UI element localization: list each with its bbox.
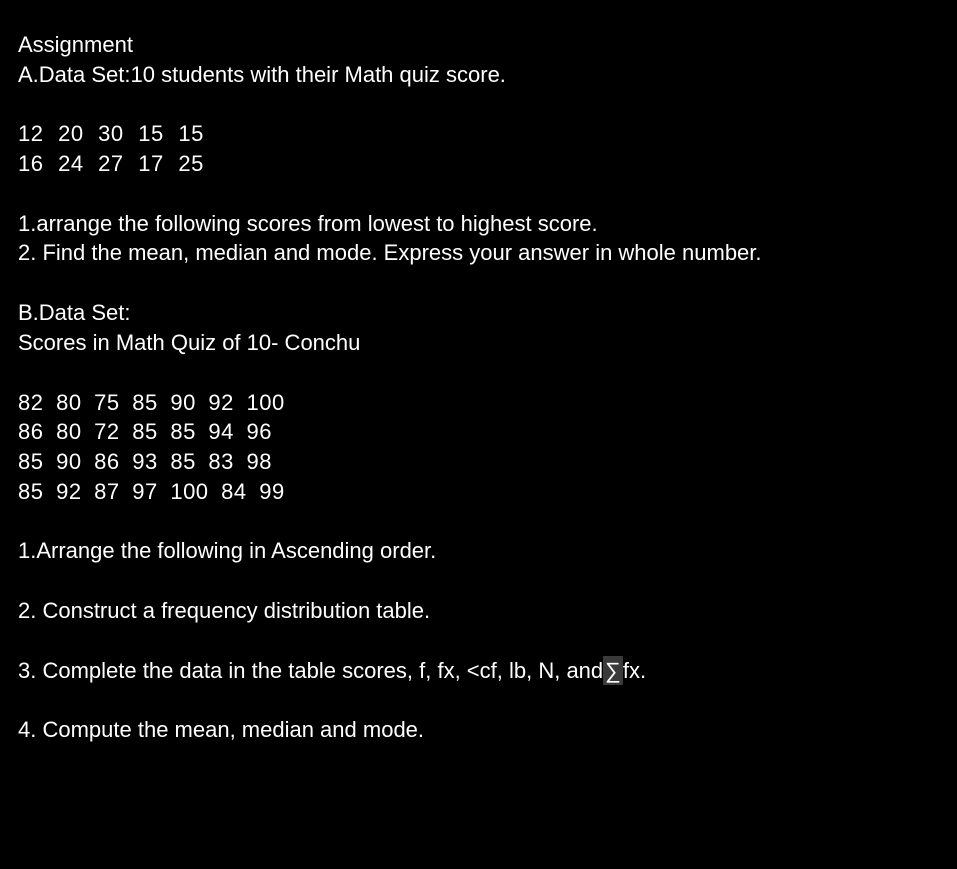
- part-b-data-row-2: 86 80 72 85 85 94 96: [18, 417, 939, 447]
- sigma-symbol: ∑: [603, 656, 623, 686]
- part-b-data-row-1: 82 80 75 85 90 92 100: [18, 388, 939, 418]
- spacer: [18, 626, 939, 656]
- spacer: [18, 685, 939, 715]
- part-a-header: A.Data Set:10 students with their Math q…: [18, 60, 939, 90]
- q3-post-text: fx.: [623, 658, 646, 683]
- part-a-data-row-1: 12 20 30 15 15: [18, 119, 939, 149]
- spacer: [18, 506, 939, 536]
- part-b-data-row-4: 85 92 87 97 100 84 99: [18, 477, 939, 507]
- part-b-header-1: B.Data Set:: [18, 298, 939, 328]
- part-a-question-2: 2. Find the mean, median and mode. Expre…: [18, 238, 939, 268]
- part-b-question-2: 2. Construct a frequency distribution ta…: [18, 596, 939, 626]
- q3-pre-text: 3. Complete the data in the table scores…: [18, 658, 603, 683]
- spacer: [18, 566, 939, 596]
- part-b-question-1: 1.Arrange the following in Ascending ord…: [18, 536, 939, 566]
- spacer: [18, 179, 939, 209]
- part-b-data-row-3: 85 90 86 93 85 83 98: [18, 447, 939, 477]
- part-a-data-row-2: 16 24 27 17 25: [18, 149, 939, 179]
- part-b-question-3: 3. Complete the data in the table scores…: [18, 656, 939, 686]
- part-b-header-2: Scores in Math Quiz of 10- Conchu: [18, 328, 939, 358]
- spacer: [18, 89, 939, 119]
- spacer: [18, 358, 939, 388]
- part-a-question-1: 1.arrange the following scores from lowe…: [18, 209, 939, 239]
- spacer: [18, 268, 939, 298]
- part-b-question-4: 4. Compute the mean, median and mode.: [18, 715, 939, 745]
- assignment-title: Assignment: [18, 30, 939, 60]
